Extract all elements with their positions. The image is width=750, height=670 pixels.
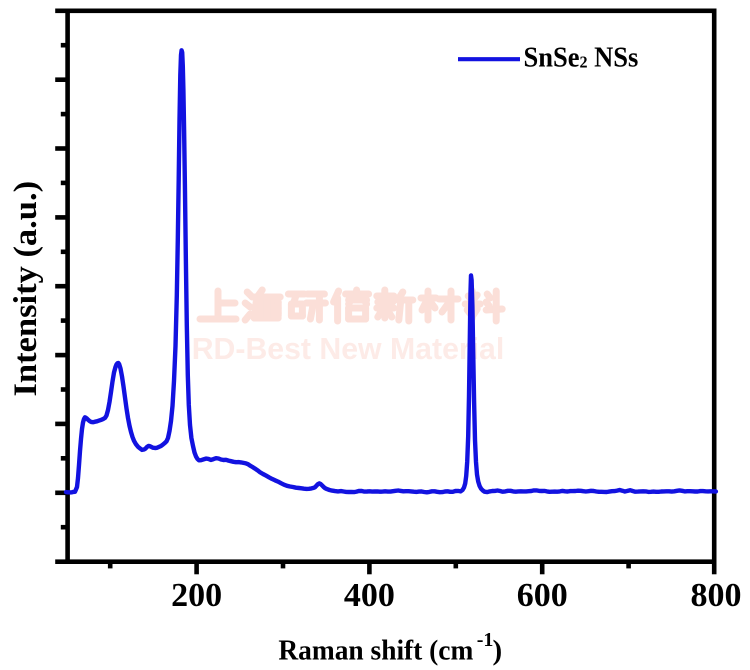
svg-text:800: 800 bbox=[691, 577, 742, 614]
svg-text:Intensity (a.u.): Intensity (a.u.) bbox=[8, 181, 44, 397]
svg-text:RD-Best New Material: RD-Best New Material bbox=[192, 331, 505, 366]
svg-text:600: 600 bbox=[517, 577, 568, 614]
svg-text:400: 400 bbox=[344, 577, 395, 614]
svg-text:Raman shift (cm: Raman shift (cm bbox=[278, 635, 473, 667]
svg-text:): ) bbox=[493, 635, 503, 667]
svg-text:200: 200 bbox=[171, 577, 222, 614]
svg-text:-1: -1 bbox=[477, 629, 494, 651]
